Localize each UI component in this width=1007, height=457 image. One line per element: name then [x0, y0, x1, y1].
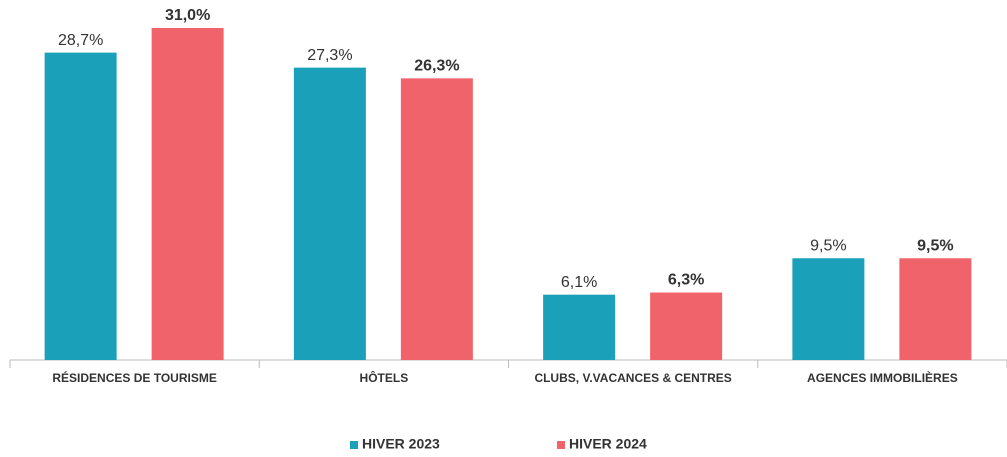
bar	[400, 78, 473, 361]
x-tick-label: CLUBS, V.VACANCES & CENTRES	[534, 371, 731, 385]
value-label: 9,5%	[810, 237, 846, 254]
bar	[650, 292, 723, 360]
value-label: 26,3%	[414, 58, 459, 75]
legend-label: HIVER 2023	[362, 436, 440, 452]
bar	[151, 28, 224, 360]
legend-label: HIVER 2024	[569, 436, 647, 452]
bar	[293, 67, 366, 361]
value-label: 6,3%	[668, 272, 704, 289]
bar	[792, 258, 865, 360]
value-label: 9,5%	[917, 237, 953, 254]
bar	[543, 294, 616, 360]
x-tick-label: AGENCES IMMOBILIÈRES	[807, 370, 958, 385]
value-label: 31,0%	[165, 7, 210, 24]
value-label: 6,1%	[561, 274, 597, 291]
bar	[899, 258, 972, 360]
x-tick-label: HÔTELS	[360, 370, 409, 385]
legend-swatch	[557, 441, 565, 449]
bar	[44, 52, 117, 360]
x-tick-label: RÉSIDENCES DE TOURISME	[52, 370, 216, 385]
value-label: 27,3%	[307, 47, 352, 64]
legend-swatch	[350, 441, 358, 449]
value-label: 28,7%	[58, 32, 103, 49]
